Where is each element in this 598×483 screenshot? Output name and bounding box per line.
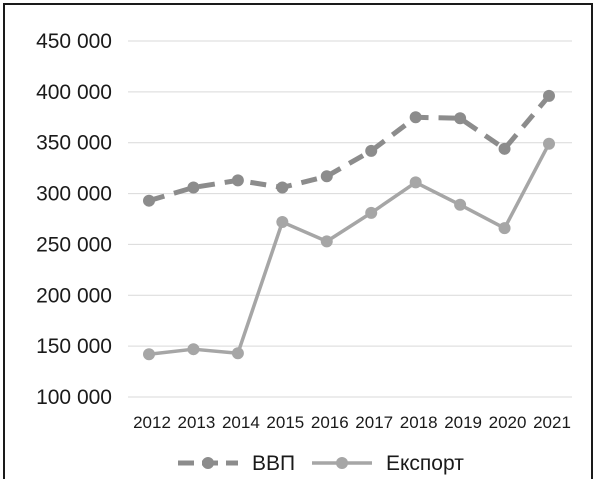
data-point — [320, 170, 333, 183]
data-point — [543, 137, 555, 150]
y-axis-ticks: 450 000 400 000 350 000 300 000 250 000 200 0… — [36, 30, 112, 409]
data-point — [143, 348, 155, 361]
legend-item: Експорт — [312, 452, 464, 475]
data-point — [320, 235, 333, 248]
data-point — [276, 181, 289, 194]
y-tick-label: 150 000 — [36, 335, 112, 358]
data-point — [409, 111, 422, 124]
series-layer — [143, 89, 555, 361]
legend-marker — [336, 457, 348, 469]
data-point — [543, 89, 555, 102]
legend-label: Експорт — [386, 452, 464, 475]
legend-label: ВВП — [252, 452, 295, 475]
data-point — [187, 343, 200, 356]
data-point — [187, 181, 200, 194]
data-point — [454, 112, 467, 125]
x-tick-label: 2014 — [222, 413, 260, 432]
x-axis-ticks: 2012 2013 2014 2015 2016 2017 2018 2019 2020 2021 — [133, 413, 571, 432]
data-point — [276, 216, 289, 229]
data-point — [231, 347, 244, 360]
y-tick-label: 100 000 — [36, 386, 112, 409]
x-tick-label: 2021 — [533, 413, 571, 432]
x-tick-label: 2019 — [444, 413, 482, 432]
x-tick-label: 2012 — [133, 413, 171, 432]
x-tick-label: 2013 — [178, 413, 216, 432]
x-tick-label: 2017 — [355, 413, 393, 432]
legend: ВВП Експорт — [178, 452, 464, 475]
data-point — [498, 142, 511, 155]
series-line — [148, 142, 551, 357]
legend-item: ВВП — [178, 452, 295, 475]
data-point — [231, 174, 244, 187]
data-point — [365, 206, 378, 219]
data-point — [454, 198, 467, 211]
series-vvp — [143, 89, 555, 207]
x-tick-label: 2018 — [400, 413, 438, 432]
legend-marker — [202, 457, 214, 469]
data-point — [498, 222, 511, 235]
x-tick-label: 2016 — [311, 413, 349, 432]
grid — [128, 40, 572, 398]
series-export — [143, 137, 555, 361]
y-tick-label: 250 000 — [36, 233, 112, 256]
series-line — [148, 94, 551, 204]
chart-frame — [3, 3, 593, 479]
data-point — [365, 144, 378, 157]
y-tick-label: 400 000 — [36, 81, 112, 104]
y-tick-label: 350 000 — [36, 132, 112, 155]
x-tick-label: 2020 — [489, 413, 527, 432]
data-point — [143, 194, 155, 207]
y-tick-label: 200 000 — [36, 284, 112, 307]
data-point — [409, 176, 422, 189]
x-tick-label: 2015 — [266, 413, 304, 432]
y-tick-label: 450 000 — [36, 30, 112, 53]
y-tick-label: 300 000 — [36, 183, 112, 206]
